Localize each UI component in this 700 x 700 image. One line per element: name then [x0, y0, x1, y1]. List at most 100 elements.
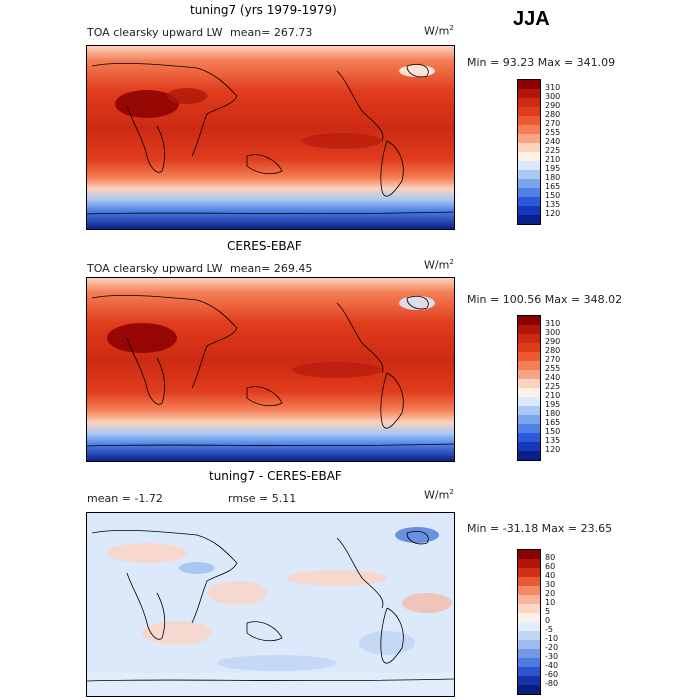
colorbar-swatch [518, 559, 540, 568]
colorbar-tick-label: -20 [545, 643, 559, 652]
colorbar-swatch [518, 361, 540, 370]
colorbar-tick-label: 225 [545, 382, 561, 391]
colorbar-swatch [518, 352, 540, 361]
panel2-colorbar [517, 315, 541, 461]
panel1-colorbar [517, 79, 541, 225]
colorbar-tick-label: 135 [545, 200, 561, 209]
panel2-minmax: Min = 100.56 Max = 348.02 [467, 293, 623, 306]
colorbar-tick-label: 270 [545, 355, 561, 364]
panel2-field-label: TOA clearsky upward LW [87, 262, 223, 275]
colorbar-tick-label: 310 [545, 319, 561, 328]
panel2-mean: mean= 269.45 [230, 262, 313, 275]
colorbar-tick-label: 240 [545, 373, 561, 382]
colorbar-tick-label: -30 [545, 652, 559, 661]
colorbar-tick-label: 280 [545, 346, 561, 355]
colorbar-swatch [518, 451, 540, 460]
colorbar-swatch [518, 107, 540, 116]
panel3-mean: mean = -1.72 [87, 492, 163, 505]
colorbar-swatch [518, 370, 540, 379]
colorbar-swatch [518, 134, 540, 143]
colorbar-swatch [518, 143, 540, 152]
colorbar-swatch [518, 161, 540, 170]
colorbar-swatch [518, 424, 540, 433]
colorbar-swatch [518, 676, 540, 685]
colorbar-tick-label: 165 [545, 418, 561, 427]
panel3-map [86, 512, 455, 697]
panel3-units: W/m2 [424, 488, 454, 502]
colorbar-swatch [518, 415, 540, 424]
panel2-map [86, 277, 455, 462]
colorbar-swatch [518, 343, 540, 352]
colorbar-tick-label: 195 [545, 400, 561, 409]
colorbar-swatch [518, 649, 540, 658]
colorbar-swatch [518, 197, 540, 206]
panel3-colorbar [517, 549, 541, 695]
season-label: JJA [513, 8, 550, 30]
colorbar-swatch [518, 577, 540, 586]
colorbar-swatch [518, 206, 540, 215]
colorbar-tick-label: 180 [545, 409, 561, 418]
colorbar-tick-label: 290 [545, 101, 561, 110]
colorbar-swatch [518, 89, 540, 98]
colorbar-tick-label: 20 [545, 589, 556, 598]
colorbar-tick-label: 30 [545, 580, 556, 589]
colorbar-tick-label: 280 [545, 110, 561, 119]
colorbar-swatch [518, 586, 540, 595]
colorbar-swatch [518, 406, 540, 415]
colorbar-tick-label: 255 [545, 128, 561, 137]
colorbar-tick-label: 40 [545, 571, 556, 580]
colorbar-swatch [518, 98, 540, 107]
colorbar-swatch [518, 316, 540, 325]
colorbar-tick-label: 120 [545, 209, 561, 218]
panel1-map [86, 45, 455, 230]
colorbar-tick-label: 5 [545, 607, 551, 616]
colorbar-tick-label: 150 [545, 427, 561, 436]
colorbar-swatch [518, 631, 540, 640]
colorbar-swatch [518, 613, 540, 622]
colorbar-tick-label: -40 [545, 661, 559, 670]
colorbar-tick-label: 135 [545, 436, 561, 445]
colorbar-tick-label: 240 [545, 137, 561, 146]
colorbar-swatch [518, 152, 540, 161]
colorbar-tick-label: 165 [545, 182, 561, 191]
colorbar-tick-label: 290 [545, 337, 561, 346]
panel3-rmse: rmse = 5.11 [228, 492, 297, 505]
colorbar-swatch [518, 325, 540, 334]
colorbar-tick-label: 225 [545, 146, 561, 155]
colorbar-tick-label: 60 [545, 562, 556, 571]
colorbar-tick-label: -5 [545, 625, 553, 634]
panel3-minmax: Min = -31.18 Max = 23.65 [467, 522, 613, 535]
colorbar-tick-label: 80 [545, 553, 556, 562]
colorbar-swatch [518, 622, 540, 631]
colorbar-swatch [518, 334, 540, 343]
colorbar-swatch [518, 388, 540, 397]
colorbar-tick-label: 150 [545, 191, 561, 200]
panel2-title: CERES-EBAF [227, 239, 302, 253]
panel1-minmax: Min = 93.23 Max = 341.09 [467, 56, 616, 69]
colorbar-swatch [518, 595, 540, 604]
colorbar-tick-label: 210 [545, 391, 561, 400]
colorbar-tick-label: 270 [545, 119, 561, 128]
colorbar-swatch [518, 379, 540, 388]
colorbar-tick-label: 10 [545, 598, 556, 607]
panel1-units: W/m2 [424, 24, 454, 38]
colorbar-swatch [518, 170, 540, 179]
colorbar-swatch [518, 550, 540, 559]
colorbar-swatch [518, 116, 540, 125]
panel1-mean: mean= 267.73 [230, 26, 313, 39]
panel1-title: tuning7 (yrs 1979-1979) [190, 3, 337, 17]
colorbar-swatch [518, 397, 540, 406]
colorbar-tick-label: 180 [545, 173, 561, 182]
colorbar-swatch [518, 568, 540, 577]
panel1-field-label: TOA clearsky upward LW [87, 26, 223, 39]
colorbar-tick-label: 310 [545, 83, 561, 92]
colorbar-swatch [518, 667, 540, 676]
colorbar-tick-label: 300 [545, 328, 561, 337]
colorbar-tick-label: -80 [545, 679, 559, 688]
colorbar-tick-label: 0 [545, 616, 551, 625]
colorbar-swatch [518, 80, 540, 89]
colorbar-tick-label: -60 [545, 670, 559, 679]
colorbar-swatch [518, 604, 540, 613]
colorbar-tick-label: 300 [545, 92, 561, 101]
panel3-title: tuning7 - CERES-EBAF [209, 469, 342, 483]
